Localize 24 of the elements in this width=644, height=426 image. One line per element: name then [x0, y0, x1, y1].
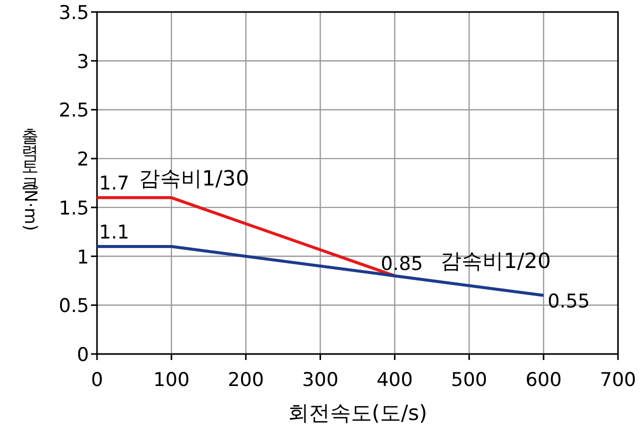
x-tick-label: 500: [451, 369, 488, 391]
x-tick-label: 700: [600, 369, 636, 391]
x-tick-label: 600: [525, 369, 562, 391]
y-tick-label: 0.5: [58, 295, 89, 318]
y-tick-label: 1: [76, 246, 89, 268]
annotation: 0.85: [380, 252, 424, 275]
y-tick-label: 0: [76, 344, 89, 366]
y-tick-label: 3.5: [58, 2, 89, 24]
annotation: 1.1: [99, 222, 130, 244]
annotation: 0.55: [548, 290, 590, 312]
series-label: 감속비1/30: [139, 166, 250, 191]
x-axis-title: 회전속도(도/s): [288, 401, 428, 425]
y-tick-label: 1.5: [58, 197, 89, 220]
x-tick-label: 200: [228, 369, 264, 391]
y-tick-label: 2: [76, 148, 89, 171]
y-tick-label: 2.5: [58, 100, 89, 122]
series-label: 감속비1/20: [440, 248, 551, 273]
x-tick-label: 0: [90, 369, 104, 391]
annotation: 1.7: [99, 172, 130, 195]
y-axis-title: 출력토크(N·m): [20, 115, 40, 231]
x-tick-label: 100: [153, 369, 190, 391]
y-tick-label: 3: [76, 50, 89, 73]
x-tick-label: 300: [302, 369, 338, 391]
x-tick-label: 400: [376, 369, 413, 391]
